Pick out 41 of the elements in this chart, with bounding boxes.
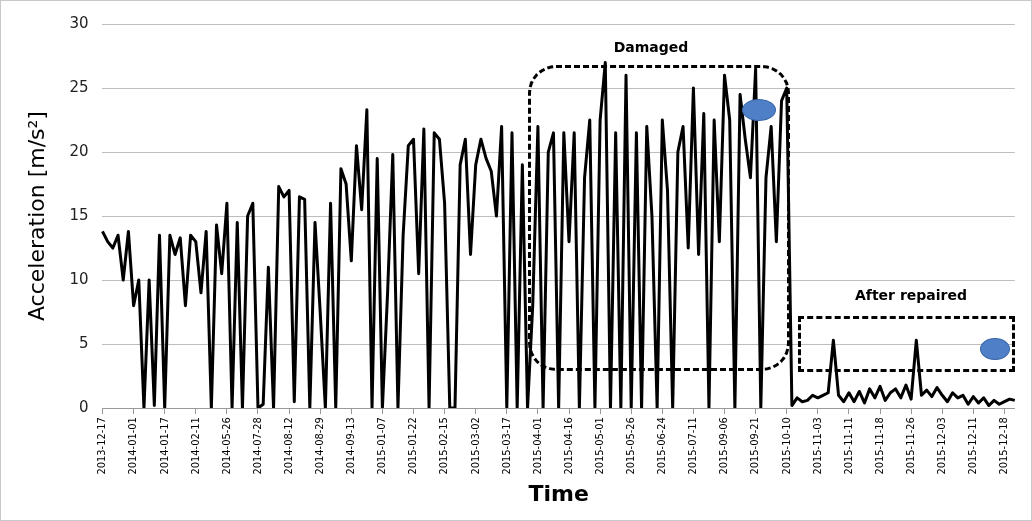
y-tick-label: 30	[69, 13, 89, 32]
x-tick-label: 2015-01-07	[375, 417, 389, 475]
x-tick-label: 2015-05-26	[624, 417, 638, 475]
y-tick-label: 5	[78, 333, 89, 352]
x-tick-label: 2015-06-24	[655, 417, 669, 475]
y-tick-label: 25	[69, 77, 89, 96]
x-tick-label: 2015-09-21	[748, 417, 762, 475]
x-tick-label: 2015-04-16	[561, 417, 575, 475]
x-tick-label: 2014-05-26	[219, 417, 233, 475]
x-tick-label: 2015-11-11	[841, 417, 855, 475]
y-tick-label: 20	[69, 141, 89, 160]
x-tick-label: 2014-08-29	[313, 417, 327, 475]
x-tick-label: 2015-11-26	[903, 417, 917, 475]
x-tick-label: 2014-08-12	[281, 417, 295, 475]
x-tick-label: 2015-09-06	[717, 417, 731, 475]
x-tick-label: 2014-02-11	[188, 417, 202, 475]
x-tick-label: 2015-01-22	[406, 417, 420, 475]
x-tick-label: 2015-10-10	[779, 417, 793, 475]
y-tick-label: 15	[69, 205, 89, 224]
y-axis-title: Acceleration [m/s²]	[23, 111, 49, 322]
x-tick-label: 2015-11-03	[810, 417, 824, 475]
x-tick-label: 2015-12-18	[997, 417, 1011, 475]
y-tick-label: 10	[69, 269, 89, 288]
x-tick-label: 2015-12-11	[966, 417, 980, 475]
x-tick-label: 2015-07-11	[686, 417, 700, 475]
x-tick-label: 2015-03-17	[499, 417, 513, 475]
x-tick-label: 2015-02-15	[437, 417, 451, 475]
x-tick-label: 2013-12-17	[95, 417, 109, 475]
x-tick-label: 2015-03-02	[468, 417, 482, 475]
x-tick-label: 2014-07-28	[250, 417, 264, 475]
annotation: After repaired	[854, 287, 968, 303]
x-tick-label: 2014-01-01	[126, 417, 140, 475]
annotation: Damaged	[612, 39, 690, 55]
x-tick-label: 2014-09-13	[344, 417, 358, 475]
x-axis-title: Time	[528, 480, 589, 506]
x-tick-label: 2015-12-03	[935, 417, 949, 475]
x-tick-label: 2015-05-01	[592, 417, 606, 475]
x-tick-label: 2014-01-17	[157, 417, 171, 475]
x-tick-label: 2015-11-18	[872, 417, 886, 475]
x-tick-label: 2015-04-01	[530, 417, 544, 475]
y-tick-label: 0	[78, 397, 89, 416]
